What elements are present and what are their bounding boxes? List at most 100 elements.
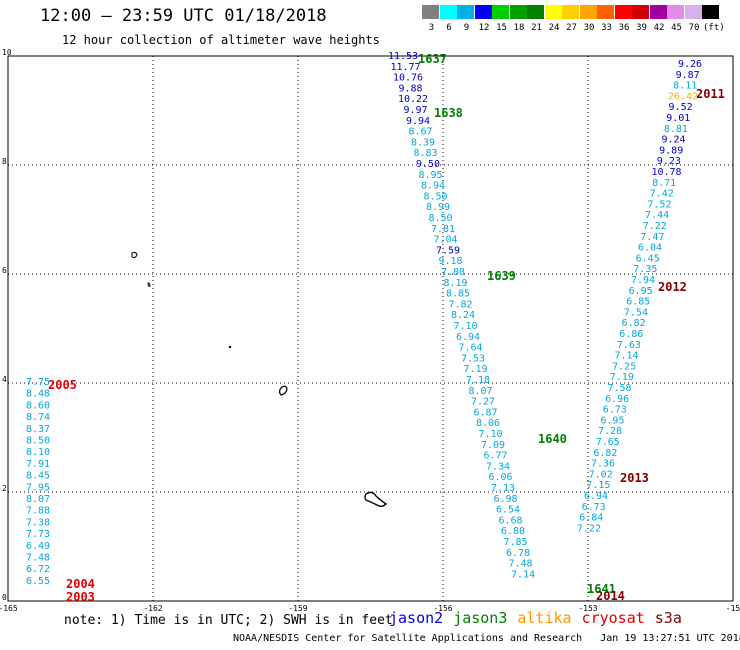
colorbar-label: 30 <box>583 23 595 33</box>
wave-height-value: 7.54 <box>624 307 648 318</box>
wave-height-value: 8.45 <box>26 471 50 482</box>
wave-height-value: 6.95 <box>600 415 624 426</box>
wave-height-value: 7.64 <box>458 343 482 354</box>
wave-height-value: 6.87 <box>473 407 497 418</box>
colorbar-label: 42 <box>653 23 665 33</box>
wave-height-value: 9.23 <box>657 156 681 167</box>
wave-height-value: 7.22 <box>643 221 667 232</box>
time-label: 2013 <box>620 471 649 485</box>
time-label: 1638 <box>434 106 463 120</box>
wave-height-value: 6.72 <box>26 564 50 575</box>
colorbar-label: (ft) <box>703 23 725 33</box>
colorbar-swatch <box>492 5 509 19</box>
wave-height-value: 7.09 <box>481 440 505 451</box>
wave-height-value: 6.85 <box>626 297 650 308</box>
colorbar-swatch <box>614 5 632 19</box>
legend-entry-cryosat: cryosat <box>581 609 645 627</box>
colorbar-label: 27 <box>566 23 577 33</box>
wave-height-value: 6.49 <box>26 541 50 552</box>
wave-height-value: 9.24 <box>662 135 686 146</box>
wave-height-value: 8.11 <box>673 81 697 92</box>
satellite-legend: jason2 jason3 altika cryosat s3a <box>389 609 692 627</box>
wave-height-value: 7.48 <box>508 559 532 570</box>
wave-height-value: 11.77 <box>390 62 420 73</box>
footnote: note: 1) Time is in UTC; 2) SWH is in fe… <box>64 613 393 628</box>
colorbar-label: 18 <box>513 23 525 33</box>
colorbar-swatch <box>597 5 614 19</box>
wave-height-value: 7.48 <box>26 553 50 564</box>
colorbar-swatch <box>422 5 439 19</box>
wave-height-value: 7.34 <box>486 461 510 472</box>
chart-subtitle: 12 hour collection of altimeter wave hei… <box>62 33 380 47</box>
wave-height-value: 8.50 <box>423 191 447 202</box>
wave-height-value: 7.94 <box>631 275 655 286</box>
time-label: 2014 <box>596 589 625 603</box>
wave-height-value: 6.82 <box>593 448 617 459</box>
colorbar-swatch <box>579 5 597 19</box>
y-tick-label: 2 <box>2 484 7 493</box>
island-outline <box>228 345 232 349</box>
wave-height-value: 7.14 <box>615 351 639 362</box>
time-label: 2005 <box>48 378 77 392</box>
wave-height-value: 8.06 <box>476 418 500 429</box>
wave-height-value: 8.07 <box>26 494 50 505</box>
wave-height-value: 7.35 <box>633 264 657 275</box>
time-label: 1641 <box>587 582 616 596</box>
colorbar-label: 36 <box>618 23 630 33</box>
wave-height-value: 8.81 <box>664 124 688 135</box>
wave-height-value: 6.68 <box>498 515 522 526</box>
x-tick-label: -153 <box>578 604 597 613</box>
time-label: 1639 <box>487 269 516 283</box>
colorbar-label: 9 <box>463 23 470 33</box>
wave-height-value: 7.10 <box>453 321 477 332</box>
wave-height-value: 7.85 <box>503 537 527 548</box>
time-label: 2012 <box>658 280 687 294</box>
wave-height-value: 8.39 <box>411 137 435 148</box>
colorbar-swatch <box>474 5 492 19</box>
colorbar-label: 15 <box>496 23 507 33</box>
wave-height-value: 9.94 <box>406 116 430 127</box>
wave-height-value: 10.22 <box>398 94 428 105</box>
colorbar-label: 70 <box>688 23 700 33</box>
wave-height-value: 7.65 <box>596 437 620 448</box>
x-tick-label: -156 <box>433 604 452 613</box>
time-labels: 1637 1638 1639 1640 1641 2011 2012 2013 2014 2005… <box>48 52 725 604</box>
wave-height-value: 8.48 <box>26 389 50 400</box>
wave-height-value: 8.19 <box>443 278 467 289</box>
wave-height-value: 7.75 <box>26 377 50 388</box>
colorbar-label: 12 <box>478 23 490 33</box>
time-label: 2011 <box>696 87 725 101</box>
wave-height-value: 6.86 <box>619 329 643 340</box>
legend-entry-jason3: jason3 <box>453 609 508 627</box>
colorbar-swatch <box>527 5 544 19</box>
wave-height-value: 6.77 <box>483 451 507 462</box>
wave-height-value: 6.73 <box>603 405 627 416</box>
wave-height-value: 8.67 <box>408 127 432 138</box>
legend-entry-jason2: jason2 <box>389 609 444 627</box>
colorbar-label: 24 <box>548 23 560 33</box>
wave-height-value: 7.88 <box>441 267 465 278</box>
legend-entry-altika: altika <box>517 609 572 627</box>
wave-height-value: 6.95 <box>629 286 653 297</box>
wave-height-value: 26.42 <box>668 91 698 102</box>
colorbar-swatch <box>702 5 719 19</box>
wave-height-value: 8.50 <box>26 436 50 447</box>
wave-height-value: 9.97 <box>403 105 427 116</box>
colorbar-swatch <box>632 5 649 19</box>
wave-height-value: 7.95 <box>26 482 50 493</box>
wave-height-value: 7.44 <box>645 210 669 221</box>
colorbar-label: 6 <box>446 23 452 33</box>
wave-height-value: 11.53 <box>388 51 418 62</box>
map-grid <box>7 55 734 602</box>
wave-height-value: 6.54 <box>496 505 520 516</box>
wave-height-value: 6.78 <box>506 548 530 559</box>
wave-height-value: 6.55 <box>26 576 50 587</box>
colorbar-swatch <box>684 5 702 19</box>
wave-height-value: 7.18 <box>466 375 490 386</box>
chart-title: 12:00 – 23:59 UTC 01/18/2018 <box>40 6 327 26</box>
wave-height-value: 7.04 <box>433 235 457 246</box>
time-label: 2003 <box>66 590 95 604</box>
colorbar-swatch <box>544 5 562 19</box>
x-tick-label: -165 <box>0 604 18 613</box>
wave-height-value: 6.84 <box>579 513 603 524</box>
